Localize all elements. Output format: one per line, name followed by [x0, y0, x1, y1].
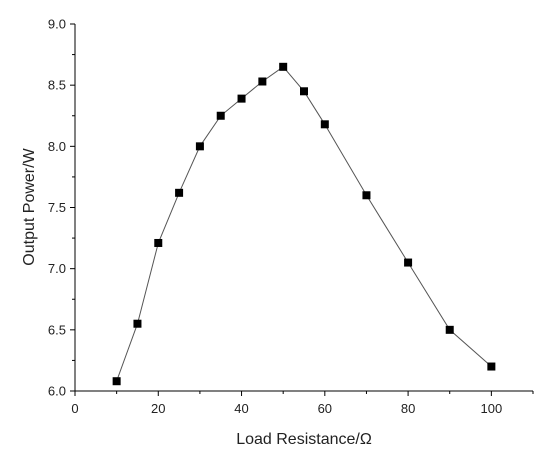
x-tick-label-4: 80 — [401, 401, 415, 416]
data-point-13 — [445, 325, 454, 334]
data-point-1 — [133, 319, 142, 328]
data-point-11 — [362, 191, 371, 200]
data-point-3 — [175, 188, 184, 197]
x-axis-ticks: 0 20 40 60 80 100 — [71, 391, 534, 416]
x-tick-label-2: 40 — [234, 401, 248, 416]
data-point-7 — [258, 77, 267, 86]
data-point-4 — [195, 142, 204, 151]
y-tick-label-2: 7.0 — [48, 261, 66, 276]
data-point-8 — [279, 62, 288, 71]
data-series — [112, 62, 496, 386]
x-tick-label-5: 100 — [481, 401, 503, 416]
data-point-9 — [300, 87, 308, 96]
data-point-0 — [112, 377, 121, 386]
y-axis-title: Output Power/W — [21, 147, 38, 265]
y-tick-label-0: 6.0 — [48, 384, 66, 399]
data-point-10 — [320, 120, 329, 129]
x-tick-label-0: 0 — [71, 401, 78, 416]
x-axis-title: Load Resistance/Ω — [236, 431, 372, 448]
x-tick-label-1: 20 — [151, 401, 165, 416]
y-axis-ticks: 6.0 6.5 7.0 7.5 8.0 8.5 9.0 — [48, 17, 75, 399]
series-line-0 — [116, 66, 492, 382]
data-point-6 — [237, 94, 246, 103]
y-tick-label-4: 8.0 — [48, 139, 66, 154]
y-tick-label-5: 8.5 — [48, 78, 66, 93]
y-tick-label-1: 6.5 — [48, 322, 66, 337]
y-tick-label-3: 7.5 — [48, 200, 66, 215]
plot-frame — [74, 24, 533, 392]
y-tick-label-6: 9.0 — [48, 17, 66, 32]
data-point-5 — [216, 111, 225, 120]
data-point-14 — [487, 362, 496, 371]
data-point-2 — [154, 238, 163, 247]
x-tick-label-3: 60 — [318, 401, 332, 416]
data-point-12 — [404, 258, 413, 267]
